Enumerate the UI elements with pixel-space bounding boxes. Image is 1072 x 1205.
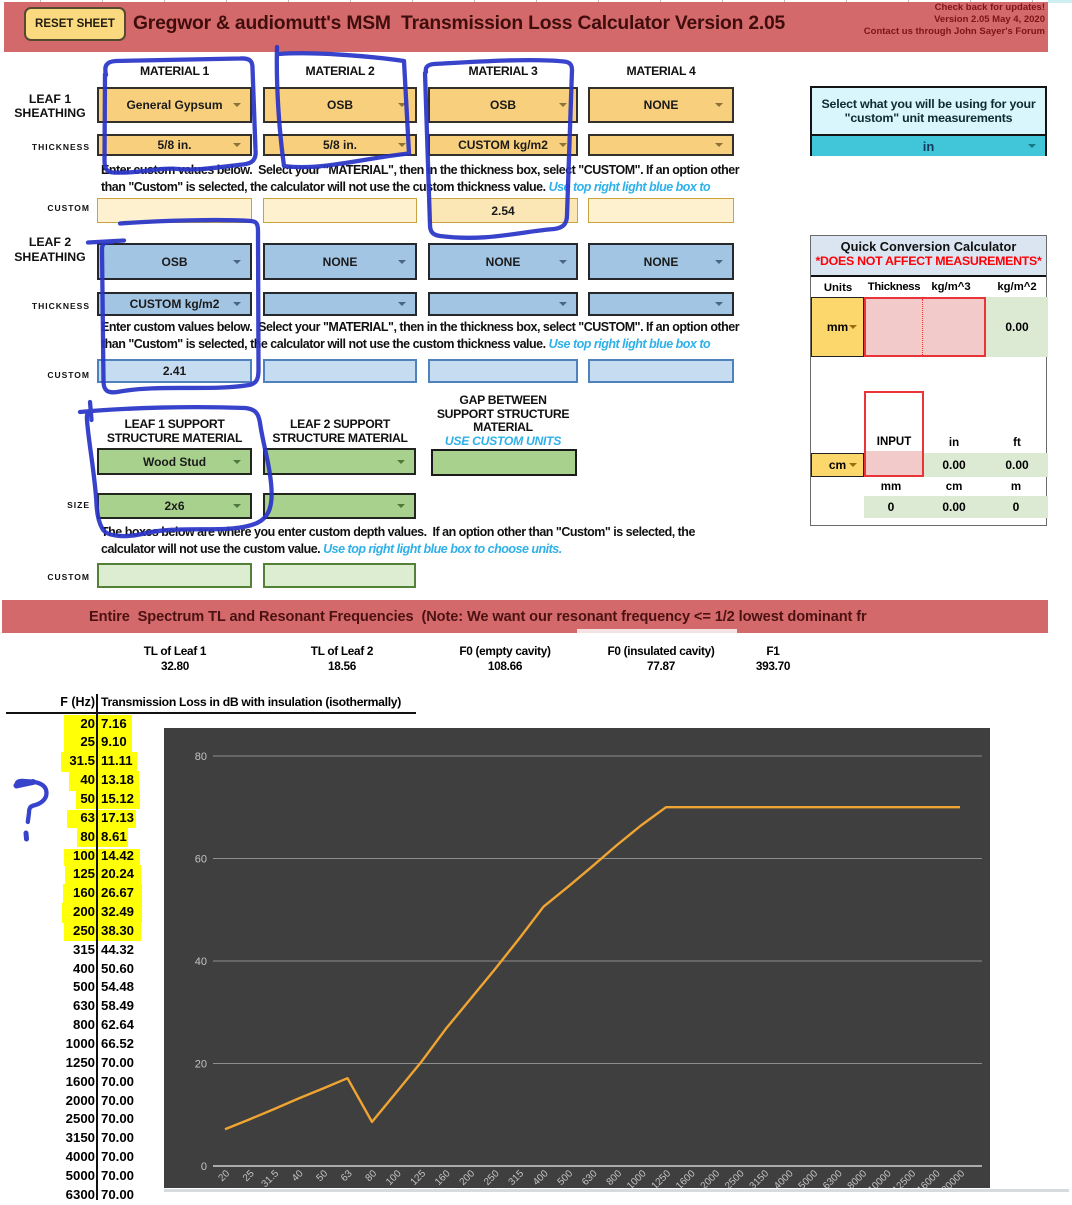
svg-text:60: 60 bbox=[195, 854, 207, 866]
svg-text:20: 20 bbox=[195, 1059, 207, 1071]
svg-text:0: 0 bbox=[201, 1161, 207, 1173]
svg-text:40: 40 bbox=[195, 956, 207, 968]
svg-text:80: 80 bbox=[195, 751, 207, 763]
